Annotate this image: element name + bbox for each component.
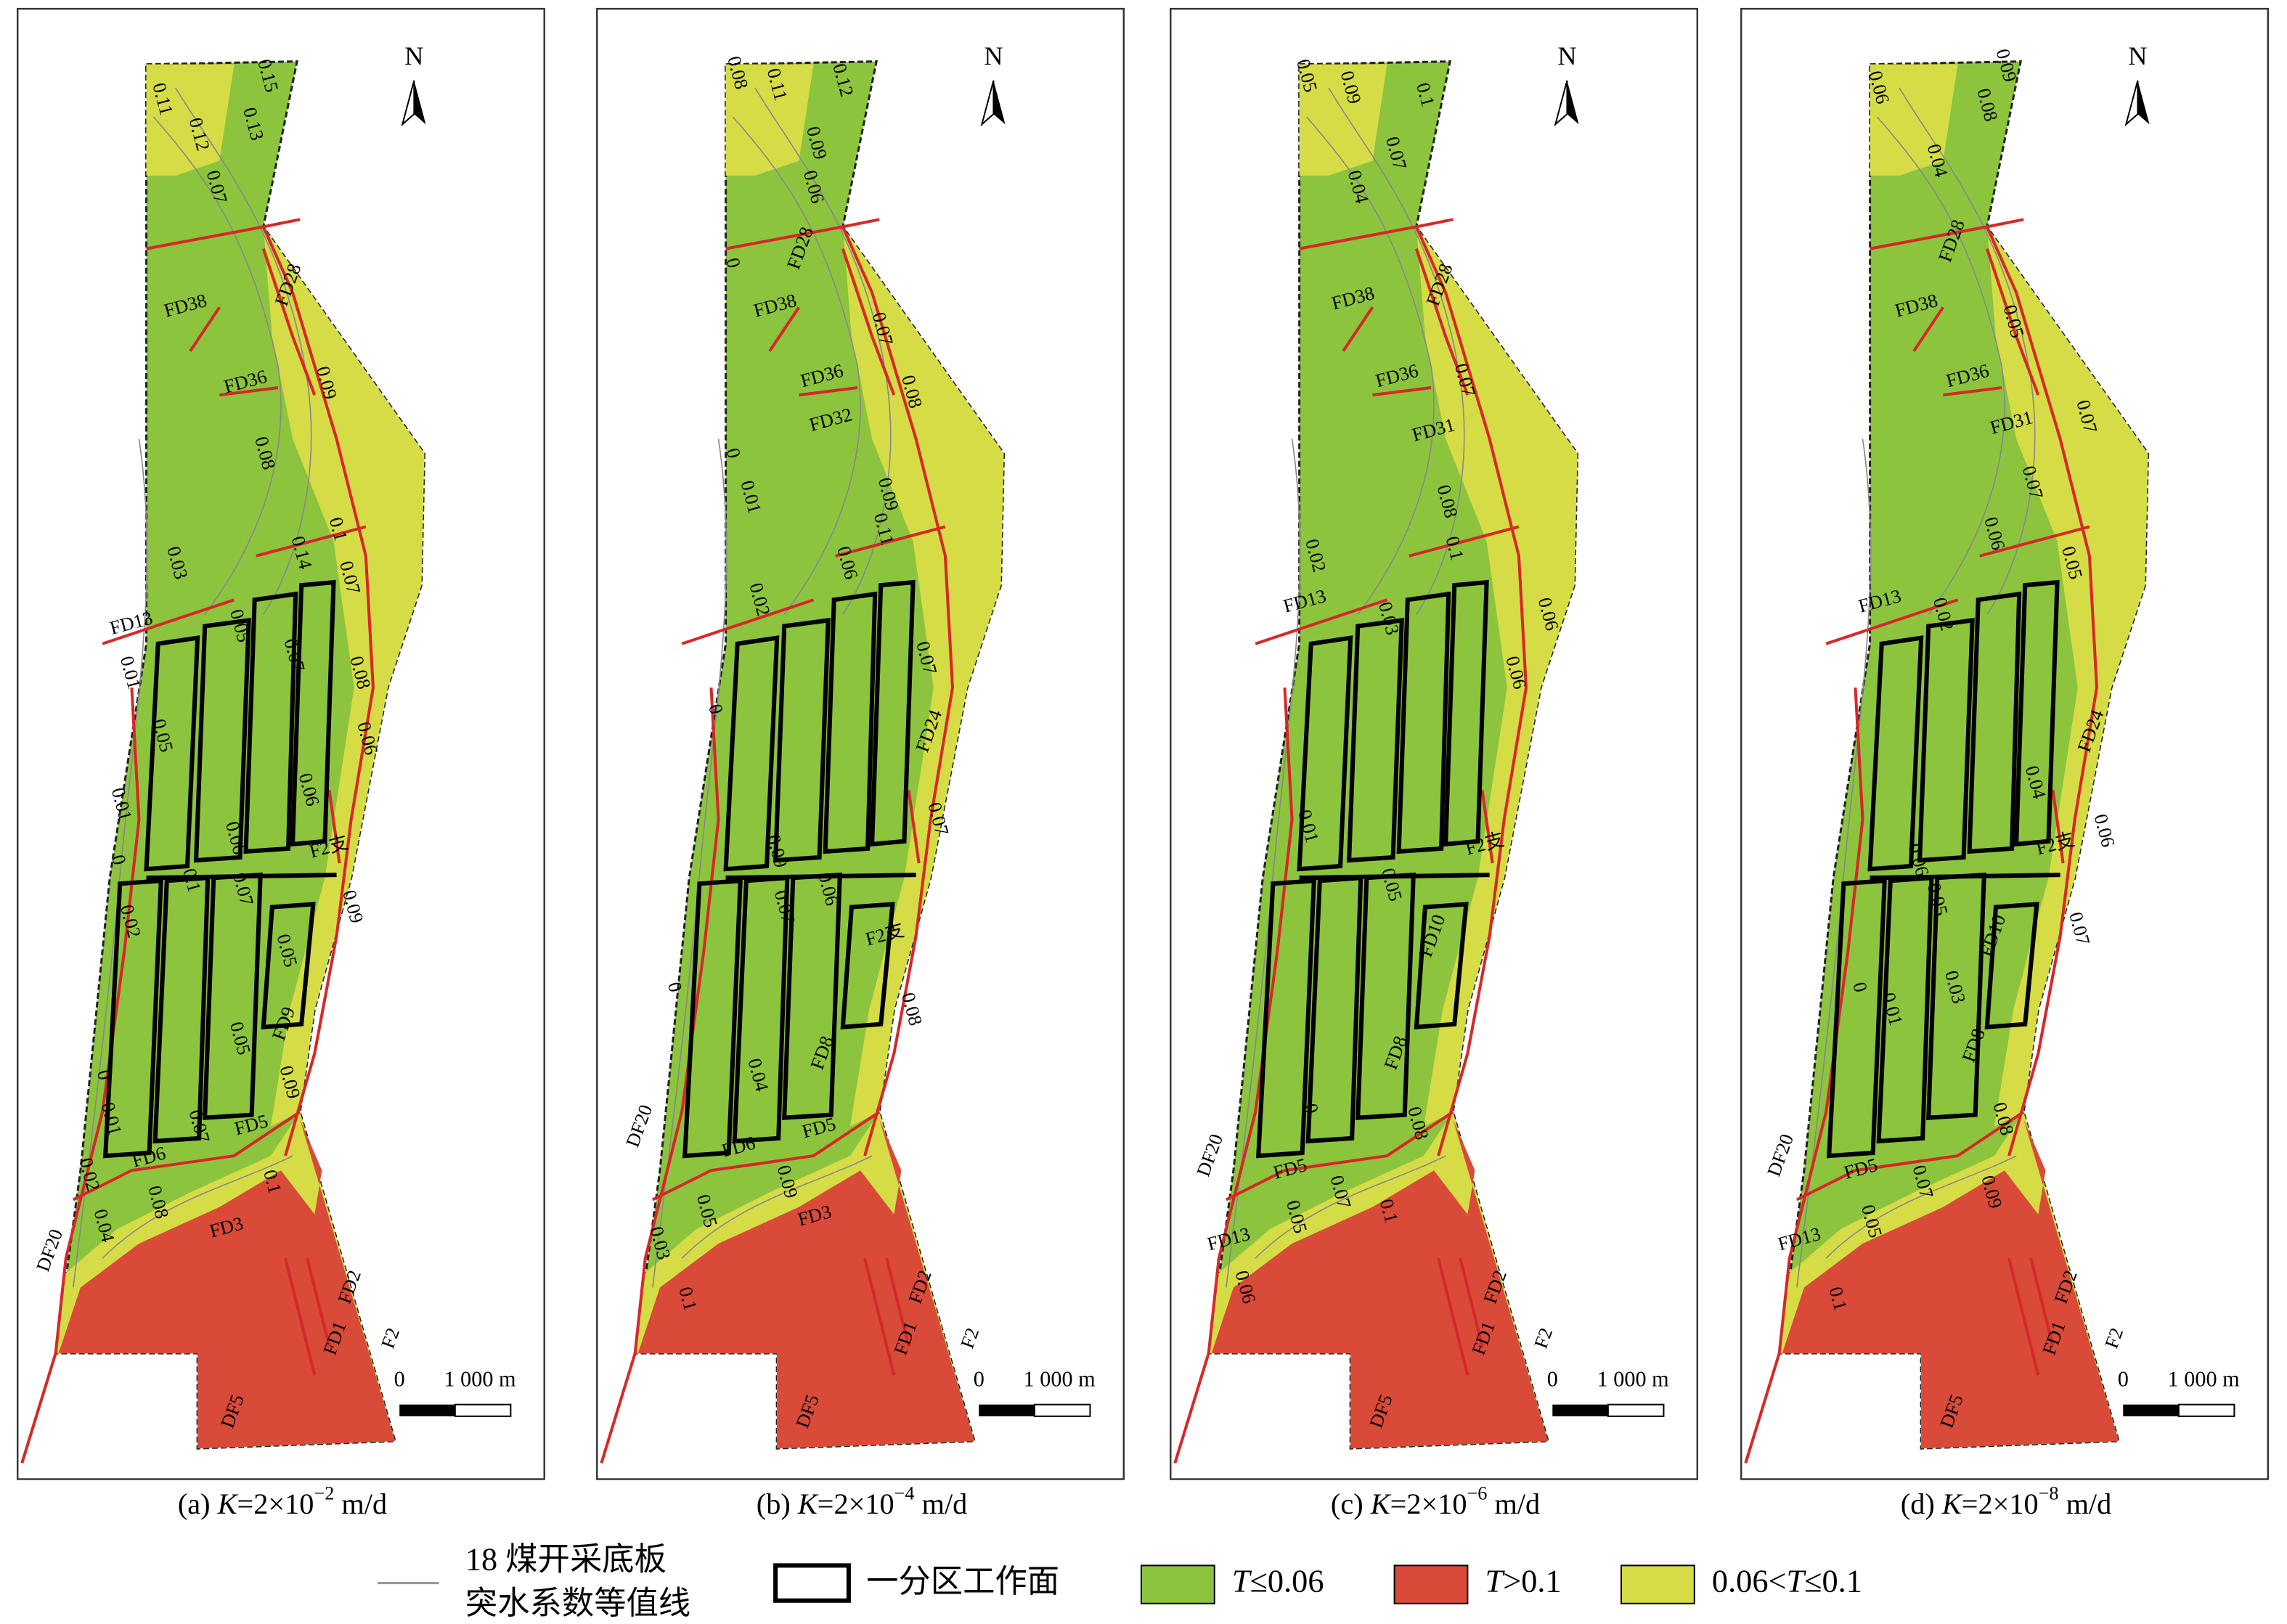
caption-unit: m/d [334,1488,387,1520]
legend-text: T>0.1 [1485,1563,1562,1599]
scale-zero: 0 [1547,1366,1558,1391]
legend-swatch [1140,1564,1215,1604]
legend-variable: T [1485,1563,1506,1599]
caption-prefix: (b) [757,1488,798,1520]
legend-swatch [1620,1564,1695,1604]
legend-text: T≤0.06 [1232,1563,1324,1599]
scale-length: 1 000 m [444,1366,517,1391]
panel-caption: (a) K=2×10−2 m/d [178,1483,387,1520]
caption-unit: m/d [915,1488,968,1520]
panel-caption: (c) K=2×10−6 m/d [1331,1483,1540,1520]
legend-workface-text: 一分区工作面 [866,1563,1059,1599]
caption-unit: m/d [1487,1488,1540,1520]
legend-relation: >0.1 [1503,1563,1561,1599]
legend-contour-text: 突水系数等值线 [465,1585,690,1621]
panel-caption: (d) K=2×10−8 m/d [1901,1483,2111,1520]
legend-contour-text: 18 煤开采底板 [465,1541,666,1578]
caption-exponent: −8 [2039,1483,2059,1504]
caption-unit: m/d [2059,1488,2112,1520]
map-panel: N0 1 000 m0.08 0.11 0.120.090.06FD280FD380.… [596,7,1125,1520]
north-label: N [984,41,1003,70]
caption-base: =2×10 [237,1488,314,1520]
legend-relation: ≤0.1 [1804,1563,1862,1599]
legend-variable: T [1232,1563,1252,1599]
caption-prefix: (a) [178,1488,218,1520]
caption-exponent: −6 [1467,1483,1488,1504]
caption-base: =2×10 [818,1488,894,1520]
caption-exponent: −2 [314,1483,334,1504]
caption-variable: K [1370,1488,1392,1520]
legend-variable: T [1787,1563,1807,1599]
caption-variable: K [797,1488,819,1520]
caption-exponent: −4 [894,1483,915,1504]
scale-length: 1 000 m [1597,1366,1670,1391]
caption-variable: K [217,1488,239,1520]
legend-workface-icon [773,1563,851,1603]
legend-text: 0.06<T≤0.1 [1712,1563,1862,1599]
north-label: N [1557,41,1576,70]
caption-base: =2×10 [1390,1488,1467,1520]
north-label: N [2128,41,2147,70]
scale-length: 1 000 m [1024,1366,1096,1391]
caption-variable: K [1941,1488,1963,1520]
scale-zero: 0 [2118,1366,2129,1391]
scale-length: 1 000 m [2168,1366,2241,1391]
caption-prefix: (c) [1331,1488,1371,1520]
panel-caption: (b) K=2×10−4 m/d [757,1483,967,1520]
north-label: N [404,41,423,70]
caption-prefix: (d) [1901,1488,1942,1520]
legend-relation: ≤0.06 [1250,1563,1324,1599]
scale-zero: 0 [974,1366,984,1391]
legend-swatch [1393,1564,1469,1604]
legend-lower: 0.06< [1712,1563,1787,1599]
scale-zero: 0 [394,1366,405,1391]
caption-base: =2×10 [1962,1488,2039,1520]
map-panel: N0 1 000 m0.150.110.12 0.130.07FD28FD38FD3… [17,7,545,1520]
